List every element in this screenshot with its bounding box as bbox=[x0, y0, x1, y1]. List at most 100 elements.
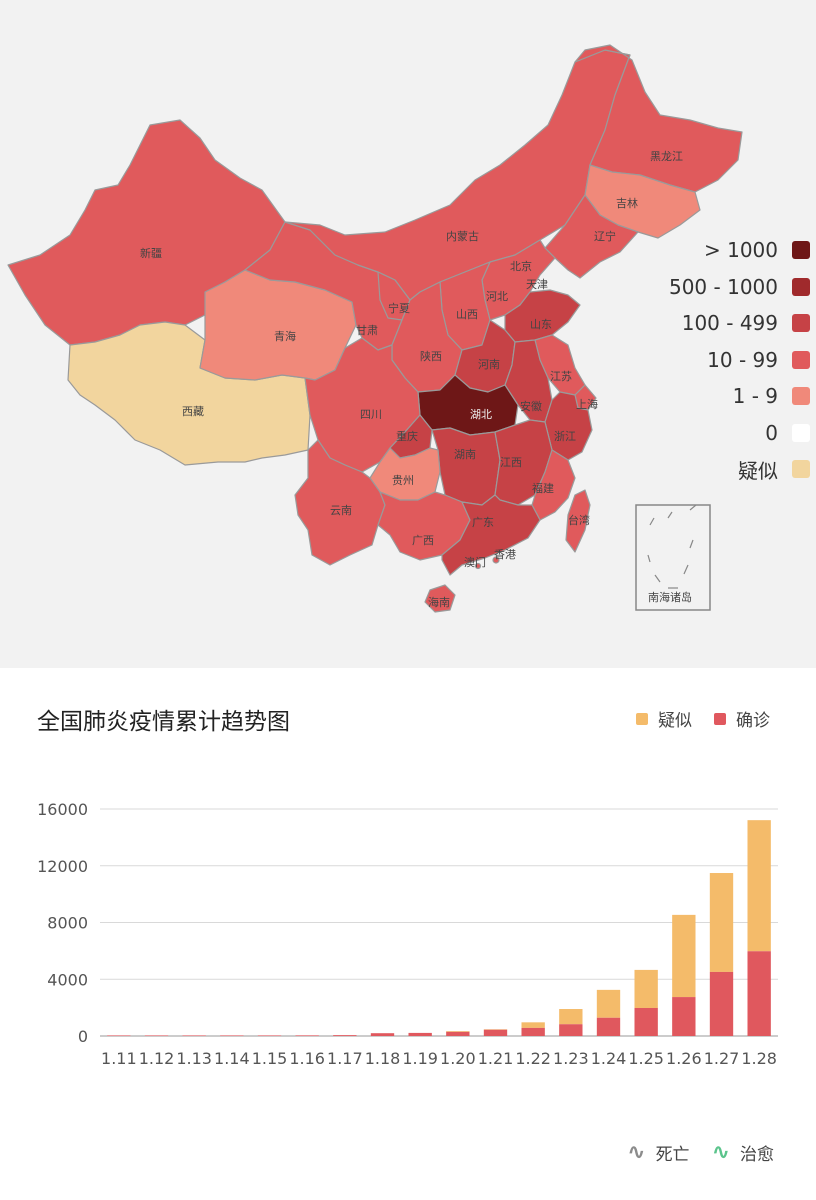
label-xizang: 西藏 bbox=[182, 405, 204, 418]
label-qinghai: 青海 bbox=[274, 329, 296, 343]
label-ningxia: 宁夏 bbox=[388, 301, 410, 315]
chart-legend-top: 疑似 确诊 bbox=[614, 706, 770, 731]
y-tick-label: 16000 bbox=[37, 800, 88, 819]
label-guangdong: 广东 bbox=[472, 516, 494, 529]
map-legend-row[interactable]: 500 - 1000 bbox=[640, 269, 810, 306]
map-legend-swatch bbox=[792, 423, 810, 442]
x-tick-label: 1.23 bbox=[553, 1049, 589, 1068]
bar-suspected bbox=[483, 1029, 508, 1030]
label-shanghai: 上海 bbox=[576, 397, 598, 411]
map-legend-label: 100 - 499 bbox=[681, 311, 778, 336]
region-hongkong[interactable] bbox=[492, 556, 500, 564]
x-tick-label: 1.27 bbox=[704, 1049, 740, 1068]
bar-suspected bbox=[747, 820, 771, 952]
bar-confirmed bbox=[144, 1035, 169, 1036]
label-hongkong: 香港 bbox=[494, 548, 516, 561]
legend-item-cured[interactable]: ∿ 治愈 bbox=[712, 1140, 774, 1165]
bar-confirmed bbox=[672, 997, 696, 1036]
map-legend-swatch bbox=[792, 350, 810, 369]
label-anhui: 安徽 bbox=[520, 399, 542, 413]
china-map: 新疆 西藏 青海 甘肃 内蒙古 黑龙江 吉林 辽宁 北京 天津 河北 山西 宁夏… bbox=[7, 44, 743, 613]
x-tick-label: 1.19 bbox=[402, 1049, 438, 1068]
map-legend-row[interactable]: 0 bbox=[640, 415, 810, 452]
bar-confirmed bbox=[295, 1035, 319, 1036]
map-legend-row[interactable]: 疑似 bbox=[640, 451, 810, 488]
map-legend-row[interactable]: 100 - 499 bbox=[640, 305, 810, 342]
label-jiangsu: 江苏 bbox=[550, 370, 572, 383]
label-zhejiang: 浙江 bbox=[554, 430, 576, 443]
x-tick-label: 1.12 bbox=[139, 1049, 175, 1068]
label-shanxi: 山西 bbox=[456, 308, 478, 321]
wave-icon-cured: ∿ bbox=[711, 1139, 730, 1165]
map-legend-swatch bbox=[792, 387, 810, 406]
map-legend-label: 0 bbox=[765, 420, 778, 445]
x-tick-label: 1.21 bbox=[478, 1049, 514, 1068]
label-liaoning: 辽宁 bbox=[594, 229, 616, 243]
legend-swatch-suspected bbox=[636, 712, 648, 725]
x-tick-label: 1.18 bbox=[365, 1049, 401, 1068]
bar-suspected bbox=[559, 1009, 583, 1025]
bar-suspected bbox=[596, 989, 621, 1018]
x-tick-label: 1.16 bbox=[289, 1049, 325, 1068]
wave-icon-deaths: ∿ bbox=[627, 1139, 646, 1165]
province-heilongjiang[interactable] bbox=[574, 44, 743, 193]
bar-confirmed bbox=[333, 1035, 357, 1036]
region-macau[interactable] bbox=[474, 562, 482, 570]
label-jilin: 吉林 bbox=[616, 196, 638, 210]
bar-suspected bbox=[634, 969, 658, 1008]
label-taiwan: 台湾 bbox=[568, 513, 590, 527]
province-xizang[interactable] bbox=[67, 321, 311, 466]
map-legend-row[interactable]: 1 - 9 bbox=[640, 378, 810, 415]
label-neimenggu: 内蒙古 bbox=[446, 229, 479, 243]
map-legend-label: 疑似 bbox=[738, 458, 778, 483]
x-tick-label: 1.14 bbox=[214, 1049, 250, 1068]
map-legend-row[interactable]: 10 - 99 bbox=[640, 342, 810, 379]
map-legend-swatch bbox=[792, 277, 810, 296]
label-henan: 河南 bbox=[478, 358, 500, 371]
map-legend-label: 10 - 99 bbox=[707, 347, 778, 372]
bar-confirmed bbox=[483, 1029, 508, 1036]
x-tick-label: 1.22 bbox=[515, 1049, 551, 1068]
map-panel: 新疆 西藏 青海 甘肃 内蒙古 黑龙江 吉林 辽宁 北京 天津 河北 山西 宁夏… bbox=[0, 0, 816, 668]
bar-suspected bbox=[446, 1031, 470, 1032]
y-tick-label: 4000 bbox=[47, 970, 88, 989]
bar-confirmed bbox=[408, 1032, 432, 1036]
label-hunan: 湖南 bbox=[454, 448, 476, 461]
map-legend-row[interactable]: > 1000 bbox=[640, 232, 810, 269]
bar-confirmed bbox=[257, 1035, 282, 1036]
y-tick-label: 0 bbox=[78, 1027, 88, 1046]
label-guizhou: 贵州 bbox=[392, 474, 414, 487]
label-macau: 澳门 bbox=[464, 555, 486, 569]
label-sichuan: 四川 bbox=[360, 408, 382, 421]
chart-title: 全国肺炎疫情累计趋势图 bbox=[37, 709, 290, 735]
legend-label-confirmed: 确诊 bbox=[736, 711, 770, 731]
label-heilongjiang: 黑龙江 bbox=[650, 150, 683, 163]
bar-confirmed bbox=[107, 1035, 131, 1036]
province-hainan[interactable] bbox=[424, 584, 456, 613]
legend-label-deaths: 死亡 bbox=[655, 1145, 690, 1165]
province-taiwan[interactable] bbox=[565, 489, 591, 553]
province-fujian[interactable] bbox=[531, 449, 576, 521]
province-yunnan[interactable] bbox=[294, 439, 386, 566]
bar-confirmed bbox=[559, 1024, 583, 1036]
map-legend-label: 1 - 9 bbox=[732, 384, 778, 409]
province-guangdong[interactable] bbox=[441, 494, 541, 576]
x-tick-label: 1.11 bbox=[101, 1049, 137, 1068]
bar-suspected bbox=[672, 914, 696, 998]
label-guangxi: 广西 bbox=[412, 534, 434, 547]
label-beijing: 北京 bbox=[510, 259, 532, 273]
legend-item-deaths[interactable]: ∿ 死亡 bbox=[627, 1140, 689, 1165]
legend-item-confirmed[interactable]: 确诊 bbox=[714, 706, 770, 731]
x-tick-label: 1.20 bbox=[440, 1049, 476, 1068]
map-legend-swatch bbox=[792, 460, 810, 479]
legend-item-suspected[interactable]: 疑似 bbox=[636, 706, 692, 731]
bar-confirmed bbox=[182, 1035, 206, 1036]
map-legend-swatch bbox=[792, 314, 810, 333]
label-gansu: 甘肃 bbox=[356, 324, 378, 337]
province-hunan[interactable] bbox=[431, 427, 501, 506]
label-chongqing: 重庆 bbox=[396, 429, 418, 443]
x-tick-label: 1.15 bbox=[252, 1049, 288, 1068]
chart-panel: 全国肺炎疫情累计趋势图 疑似 确诊 0 4000 8000 12000 16000 1.1… bbox=[0, 668, 816, 1200]
x-tick-label: 1.25 bbox=[628, 1049, 664, 1068]
